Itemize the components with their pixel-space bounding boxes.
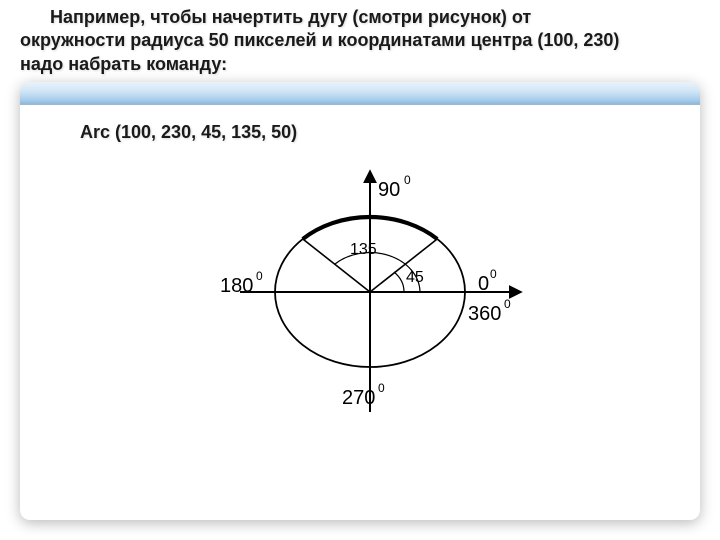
label-270-sup: 0 bbox=[378, 381, 385, 395]
label-0-sup: 0 bbox=[490, 267, 497, 281]
label-ang-45: 45 bbox=[406, 269, 424, 286]
radius-45 bbox=[370, 239, 437, 292]
code-example: Arc (100, 230, 45, 135, 50) bbox=[80, 122, 297, 143]
intro-text: Например, чтобы начертить дугу (смотри р… bbox=[20, 6, 700, 76]
label-180-sup: 0 bbox=[256, 269, 263, 283]
intro-line2: окружности радиуса 50 пикселей и координ… bbox=[20, 30, 619, 50]
arc-diagram: 0 0 90 0 180 0 270 0 360 0 45 135 bbox=[160, 142, 580, 442]
intro-line3: надо набрать команду: bbox=[20, 54, 227, 74]
label-0: 0 bbox=[478, 273, 489, 295]
arc-diagram-svg: 0 0 90 0 180 0 270 0 360 0 45 135 bbox=[160, 142, 580, 442]
angle-arc-45 bbox=[394, 272, 404, 292]
label-90: 90 bbox=[378, 179, 400, 201]
intro-line1: Например, чтобы начертить дугу (смотри р… bbox=[50, 7, 531, 27]
label-360: 360 bbox=[468, 303, 501, 325]
label-180: 180 bbox=[220, 275, 253, 297]
label-360-sup: 0 bbox=[504, 297, 511, 311]
label-90-sup: 0 bbox=[404, 173, 411, 187]
label-ang-135: 135 bbox=[350, 241, 377, 258]
content-panel: Arc (100, 230, 45, 135, 50) bbox=[20, 82, 700, 520]
label-270: 270 bbox=[342, 387, 375, 409]
panel-header-bar bbox=[20, 82, 700, 105]
